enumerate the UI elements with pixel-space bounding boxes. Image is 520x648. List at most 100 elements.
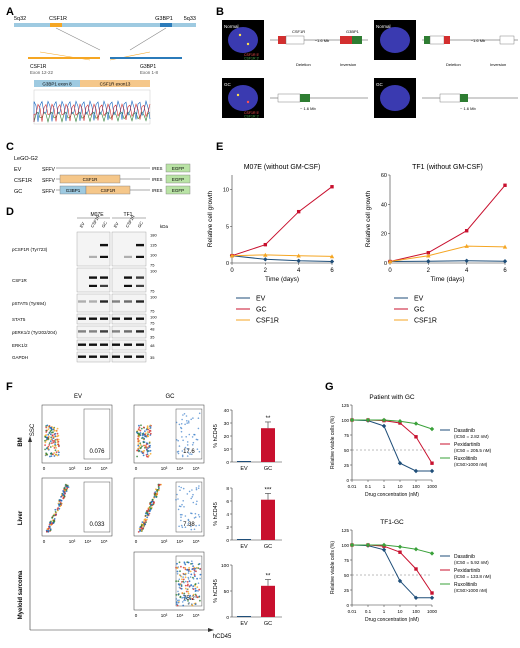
- flow-event: [56, 435, 59, 438]
- flow-event: [56, 454, 59, 457]
- flow-event: [145, 446, 148, 449]
- data-point: [414, 435, 418, 439]
- y-tick-label: 0: [226, 261, 229, 267]
- flow-event: [144, 519, 147, 522]
- csf1r-locus: [50, 23, 62, 27]
- legend-label: CSF1R: [414, 318, 437, 325]
- flow-event: [49, 446, 52, 448]
- flow-event: [138, 426, 141, 429]
- bar-category-label: GC: [264, 466, 272, 472]
- blot-band: [100, 300, 108, 303]
- flow-event: [144, 518, 147, 521]
- flow-event: [142, 441, 145, 444]
- blot-band: [100, 243, 108, 247]
- flow-event: [65, 488, 68, 491]
- flow-event: [194, 583, 197, 586]
- flow-event: [67, 486, 70, 488]
- data-point: [413, 595, 419, 600]
- flow-event: [151, 498, 154, 501]
- row-myeloid-sarcoma: Myeloid sarcoma: [18, 570, 24, 619]
- flow-event: [52, 522, 55, 524]
- flow-event: [176, 562, 178, 565]
- flow-event: [176, 573, 179, 575]
- flow-event: [184, 587, 187, 590]
- x-tick-label: 0: [230, 268, 234, 274]
- chromatogram-trace-red: [33, 103, 151, 122]
- flow-event: [47, 445, 50, 448]
- fish-nucleus-gc: [228, 85, 258, 111]
- flow-x-tick: 10⁵: [193, 466, 200, 471]
- flow-x-tick: 10⁴: [177, 539, 184, 544]
- flow-event: [184, 568, 187, 571]
- g3bp1-block: [340, 36, 352, 44]
- chart-title: TF1-GC: [380, 519, 404, 526]
- g3bp1-exons: Exon 1-8: [140, 70, 159, 75]
- kda-marker: 35: [150, 335, 155, 340]
- flow-event: [141, 437, 143, 440]
- blot-band: [124, 330, 132, 333]
- g3bp1-block: [499, 35, 515, 45]
- flow-event: [50, 524, 52, 526]
- flow-event: [49, 528, 52, 531]
- flow-event: [138, 435, 141, 438]
- flow-event: [187, 420, 190, 423]
- flow-gate: [83, 481, 111, 533]
- flow-event: [66, 484, 69, 487]
- data-point: [263, 257, 268, 262]
- flow-event: [63, 487, 66, 490]
- blot-band: [124, 276, 132, 279]
- chart-title: TF1 (without GM-CSF): [412, 164, 483, 171]
- flow-event: [183, 506, 185, 508]
- flow-event: [178, 599, 180, 601]
- flow-event: [53, 455, 56, 457]
- blot-row-label: pCSF1R (Tyr723): [12, 247, 48, 252]
- y-tick-label: 25: [344, 588, 350, 593]
- blot-band: [89, 343, 97, 346]
- construct-block-csf1r: [85, 185, 131, 195]
- flow-event: [144, 446, 146, 449]
- flow-event: [141, 527, 144, 530]
- blot-band: [112, 343, 120, 346]
- flow-event: [177, 566, 179, 568]
- flow-event: [47, 426, 50, 428]
- distance-2: ~ 1.6 Mb: [300, 106, 316, 111]
- flow-event: [177, 439, 179, 442]
- fish-label-normal: Normal: [224, 24, 239, 29]
- flow-event: [198, 588, 201, 591]
- data-point: [349, 417, 355, 423]
- data-point: [426, 251, 431, 255]
- flow-event: [139, 530, 141, 532]
- legend-label: GC: [256, 307, 267, 314]
- y-tick-label: 50: [344, 448, 350, 453]
- flow-event: [186, 441, 189, 443]
- flow-event: [145, 454, 148, 456]
- y-axis-label: Relative viable cells (%): [330, 541, 336, 594]
- flow-event: [197, 427, 200, 430]
- flow-event: [57, 507, 59, 509]
- blot-band: [89, 255, 97, 258]
- distance-2: ~ 1.6 Mb: [460, 106, 476, 111]
- flow-event: [58, 505, 60, 507]
- data-point: [365, 417, 371, 423]
- flow-event: [180, 516, 182, 518]
- flow-event: [53, 440, 56, 442]
- blot-row-label: pERK1/2 (Tyr202/204): [12, 330, 57, 335]
- flow-event: [52, 441, 55, 444]
- x-tick-label: 6: [503, 268, 507, 274]
- flow-event: [46, 424, 49, 427]
- panel-label-b: B: [216, 6, 224, 18]
- x-tick-label: 0.1: [365, 484, 372, 489]
- flow-event: [145, 443, 148, 446]
- csf1r-exons: Exon 12-22: [30, 70, 54, 75]
- flow-event: [184, 446, 187, 449]
- flow-event: [196, 586, 199, 588]
- flow-event: [191, 436, 194, 438]
- flow-x-tick: 10⁵: [101, 466, 108, 471]
- flow-event: [144, 430, 146, 432]
- egfp-block: [165, 174, 191, 184]
- flow-event: [49, 433, 52, 436]
- flow-event: [139, 442, 142, 445]
- flow-event: [193, 528, 196, 531]
- flow-event: [54, 514, 57, 517]
- flow-event: [179, 489, 181, 492]
